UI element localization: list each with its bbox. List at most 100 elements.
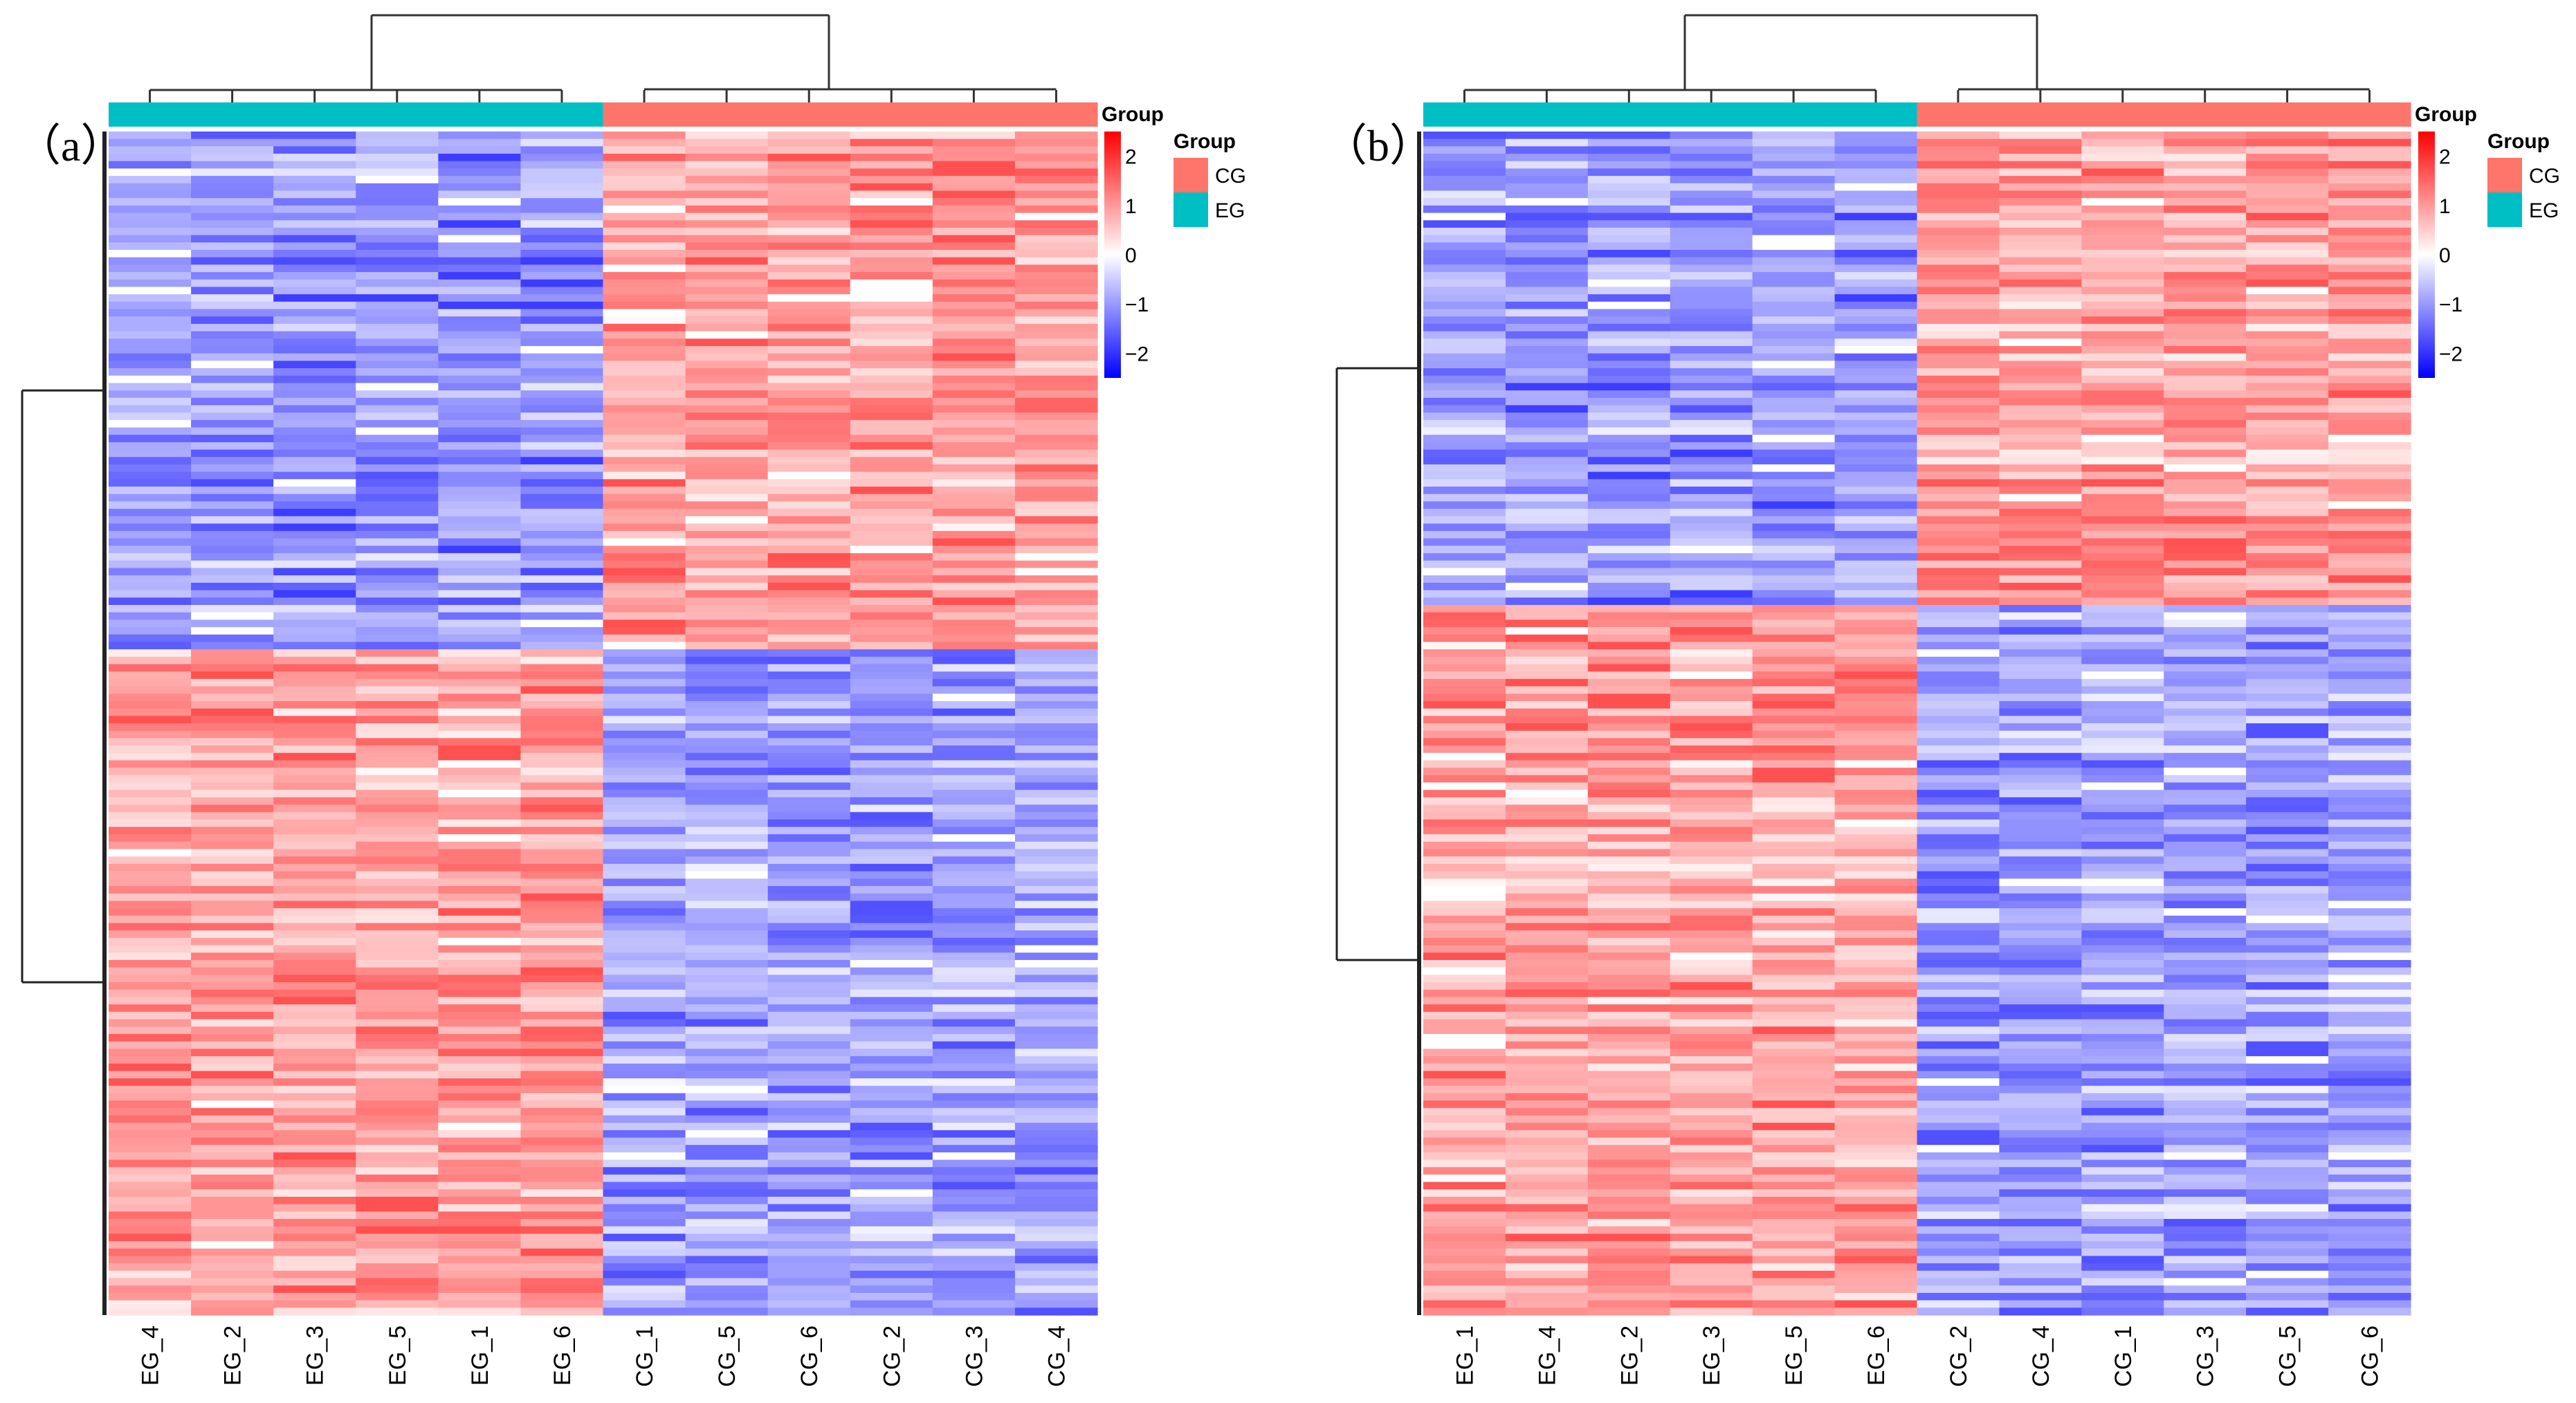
heatmap-cell [109, 279, 192, 288]
heatmap-cell [1423, 1145, 1506, 1153]
heatmap-cell [932, 597, 1016, 606]
heatmap-cell [191, 427, 274, 435]
heatmap-cell [932, 1033, 1016, 1042]
heatmap-cell [1014, 353, 1098, 361]
heatmap-cell [2081, 930, 2164, 939]
heatmap-cell [1587, 1211, 1671, 1220]
heatmap-cell [1423, 656, 1506, 665]
heatmap-cell [1917, 427, 2000, 435]
heatmap-cell [191, 568, 274, 576]
heatmap-cell [685, 1107, 769, 1116]
heatmap-cell [850, 1101, 933, 1109]
heatmap-cell [438, 464, 522, 473]
heatmap-cell [1014, 1019, 1098, 1027]
heatmap-cell [850, 1011, 933, 1020]
heatmap-cell [850, 790, 933, 798]
annotation-cell-eg [1670, 102, 1753, 127]
heatmap-cell [1587, 1123, 1671, 1131]
heatmap-cell [685, 1026, 769, 1035]
heatmap-cell [1423, 323, 1506, 332]
heatmap-cell [850, 1285, 933, 1294]
heatmap-cell [2081, 664, 2164, 672]
heatmap-cell [1587, 730, 1671, 739]
heatmap-cell [1834, 250, 1918, 258]
heatmap-cell [2328, 516, 2411, 525]
heatmap-cell [1587, 908, 1671, 916]
heatmap-cell [273, 745, 356, 754]
annotation-cell-eg [191, 102, 274, 127]
heatmap-cell [850, 804, 933, 813]
heatmap-cell [1917, 1145, 2000, 1153]
column-label: CG_1 [2110, 1325, 2137, 1387]
column-label: CG_1 [632, 1325, 658, 1387]
heatmap-cell [685, 1263, 769, 1271]
heatmap-cell [2246, 353, 2329, 361]
heatmap-cell [1505, 1174, 1589, 1183]
heatmap-cell [1587, 1263, 1671, 1271]
heatmap-cell [932, 1167, 1016, 1175]
heatmap-cell [2164, 1115, 2247, 1123]
heatmap-cell [1587, 1137, 1671, 1146]
heatmap-cell [1834, 1011, 1918, 1020]
row-dendrogram [1335, 132, 1421, 1315]
heatmap-cell [1505, 1285, 1589, 1294]
heatmap-cell [603, 627, 686, 635]
heatmap-cell [685, 1197, 769, 1205]
heatmap-cell [109, 752, 192, 761]
heatmap-cell [356, 723, 439, 732]
heatmap-cell [1999, 708, 2082, 716]
heatmap-cell [1014, 945, 1098, 953]
heatmap-cell [356, 509, 439, 517]
heatmap-panel-b: Group（b）EG_1 EG_4 EG_2 EG_3 EG_5 EG_6 CG_2 CG_4… [1323, 14, 2560, 1387]
heatmap-cell [1014, 723, 1098, 732]
heatmap-cell [191, 257, 274, 265]
heatmap-cell [1423, 775, 1506, 784]
heatmap-cell [932, 154, 1016, 162]
heatmap-cell [1999, 952, 2082, 961]
heatmap-cell [1752, 138, 1836, 147]
heatmap-cell [520, 1219, 604, 1227]
heatmap-cell [685, 212, 769, 221]
heatmap-cell [1834, 597, 1918, 606]
heatmap-cell [273, 619, 356, 628]
heatmap-cell [356, 494, 439, 502]
heatmap-cell [1014, 132, 1098, 140]
heatmap-cell [109, 760, 192, 768]
heatmap-cell [2246, 982, 2329, 990]
heatmap-cell [603, 730, 686, 739]
heatmap-cell [685, 797, 769, 806]
heatmap-cell [1999, 1263, 2082, 1271]
heatmap-cell [356, 849, 439, 857]
heatmap-cell [1587, 316, 1671, 325]
heatmap-cell [2081, 649, 2164, 658]
heatmap-cell [273, 878, 356, 887]
heatmap-cell [273, 989, 356, 998]
heatmap-cell [603, 560, 686, 569]
heatmap-cell [1423, 316, 1506, 325]
heatmap-cell [1587, 190, 1671, 199]
heatmap-cell [191, 154, 274, 162]
heatmap-cell [1587, 678, 1671, 687]
heatmap-cell [1999, 575, 2082, 583]
heatmap-cell [520, 930, 604, 939]
heatmap-cell [2246, 1078, 2329, 1087]
heatmap-cell [932, 664, 1016, 672]
heatmap-cell [1587, 1219, 1671, 1227]
heatmap-cell [603, 915, 686, 924]
column-label: EG_3 [1699, 1325, 1725, 1386]
heatmap-cell [2246, 1093, 2329, 1101]
heatmap-cell [1670, 242, 1753, 251]
heatmap-cell [2328, 671, 2411, 680]
heatmap-cell [850, 738, 933, 746]
heatmap-cell [850, 893, 933, 902]
heatmap-cell [2164, 716, 2247, 724]
heatmap-cell [438, 338, 522, 347]
heatmap-cell [932, 464, 1016, 473]
heatmap-cell [2164, 560, 2247, 569]
heatmap-cell [1587, 1182, 1671, 1190]
heatmap-cell [1014, 531, 1098, 539]
heatmap-cell [438, 1167, 522, 1175]
heatmap-cell [191, 1137, 274, 1146]
column-dendrogram [149, 14, 1057, 102]
heatmap-cell [2164, 509, 2247, 517]
